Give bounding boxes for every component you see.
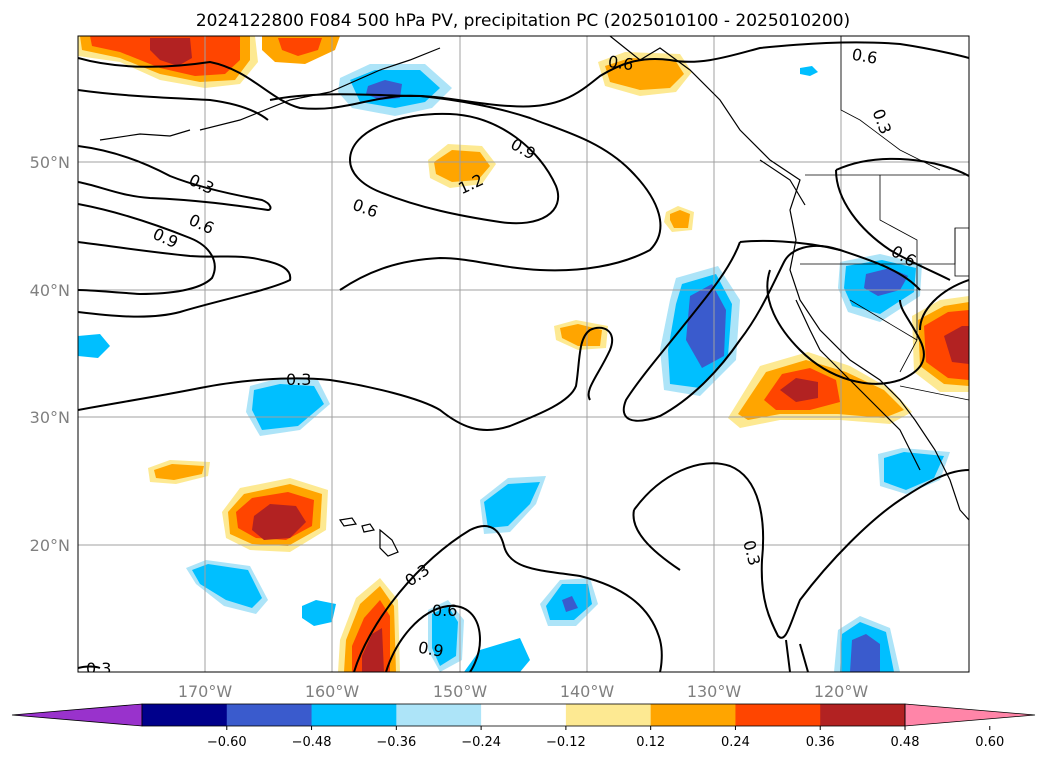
lat-label: 40°N bbox=[30, 281, 70, 300]
colorbar-tick-label: 0.48 bbox=[891, 735, 920, 750]
colorbar-tick-label: 0.60 bbox=[975, 735, 1004, 750]
map-panel: 0.6 0.6 0.3 0.9 1.2 0.3 0.6 0.6 0.9 0.6 … bbox=[77, 35, 970, 678]
precip-patch-mexico-negative-inner bbox=[884, 452, 944, 490]
colorbar-segments bbox=[11, 703, 1036, 727]
precip-patch-baja-positive bbox=[728, 352, 912, 428]
contour-label: 0.6 bbox=[607, 52, 635, 74]
contour-label: 0.3 bbox=[286, 370, 311, 389]
gridlines bbox=[78, 36, 969, 672]
colorbar-tick-label: −0.60 bbox=[207, 735, 247, 750]
lat-label: 50°N bbox=[30, 153, 70, 172]
map-frame bbox=[77, 35, 970, 673]
colorbar-extend-high bbox=[904, 703, 1036, 727]
precip-patch-hawaii-positive bbox=[222, 478, 328, 552]
lat-label: 30°N bbox=[30, 408, 70, 427]
precip-patch-southeast-negative-core bbox=[850, 634, 880, 672]
lon-label: 150°W bbox=[433, 682, 488, 701]
colorbar-frame bbox=[141, 703, 906, 727]
colorbar-tick-label: −0.24 bbox=[461, 735, 501, 750]
precip-patch-30n-negative-inner bbox=[252, 384, 324, 430]
precip-patch-south-negative-inner bbox=[432, 606, 458, 666]
colorbar-tick-label: −0.36 bbox=[376, 735, 416, 750]
precip-patch-northwest-positive bbox=[78, 36, 340, 88]
longitude-labels: 170°W 160°W 150°W 140°W 130°W 120°W bbox=[178, 682, 869, 701]
precip-patch-canada-negative bbox=[800, 66, 818, 76]
colorbar-segment bbox=[311, 704, 397, 726]
precip-patch-small-negative bbox=[302, 600, 336, 626]
colorbar-tick-label: 0.24 bbox=[721, 735, 750, 750]
lat-label: 20°N bbox=[30, 536, 70, 555]
colorbar-segment bbox=[650, 704, 736, 726]
colorbar-ticks: −0.60 −0.48 −0.36 −0.24 −0.12 0.12 0.24 0.36 0.4… bbox=[207, 726, 1004, 750]
precip-patch-25n-positive-inner bbox=[154, 464, 204, 480]
colorbar-tick-label: −0.48 bbox=[292, 735, 332, 750]
contour-label: 0.6 bbox=[432, 601, 457, 620]
precip-patch-south-negative-b bbox=[464, 638, 530, 672]
latitude-labels: 50°N 40°N 30°N 20°N bbox=[30, 153, 70, 555]
precip-patch-central-positive bbox=[428, 144, 496, 188]
precip-patch-15n-negative-core bbox=[562, 596, 578, 612]
lon-label: 140°W bbox=[560, 682, 615, 701]
lon-label: 160°W bbox=[305, 682, 360, 701]
precip-patch-southwest-negative-inner bbox=[192, 564, 262, 608]
colorbar-segment bbox=[565, 704, 652, 726]
lon-label: 130°W bbox=[687, 682, 742, 701]
map-title: 2024122800 F084 500 hPa PV, precipitatio… bbox=[196, 11, 850, 31]
contour-label: 0.6 bbox=[850, 45, 878, 68]
colorbar-tick-label: 0.12 bbox=[636, 735, 665, 750]
colorbar: −0.60 −0.48 −0.36 −0.24 −0.12 0.12 0.24 0.36 0.4… bbox=[11, 703, 1036, 750]
precip-patch-southwest-us-positive bbox=[912, 296, 969, 392]
colorbar-segment bbox=[820, 704, 906, 726]
precipitation-shading bbox=[78, 36, 969, 672]
lon-label: 170°W bbox=[178, 682, 233, 701]
lon-label: 120°W bbox=[814, 682, 869, 701]
contour-label: 0.3 bbox=[86, 659, 111, 678]
colorbar-tick-label: 0.36 bbox=[806, 735, 835, 750]
precip-patch-east-pacific-negative bbox=[660, 266, 740, 396]
precip-patch-20n-negative-inner bbox=[484, 482, 540, 528]
colorbar-segment bbox=[735, 704, 821, 726]
precip-patch-offshore-positive-inner bbox=[670, 210, 690, 228]
colorbar-segment bbox=[396, 704, 482, 726]
colorbar-segment bbox=[142, 704, 228, 726]
precip-patch-alaska-positive-inner bbox=[605, 58, 684, 90]
colorbar-tick-label: −0.12 bbox=[546, 735, 586, 750]
colorbar-segment bbox=[481, 704, 567, 726]
colorbar-segment bbox=[226, 704, 313, 726]
precip-patch-west-negative bbox=[78, 334, 110, 358]
pv-contours bbox=[78, 41, 969, 672]
colorbar-extend-low bbox=[11, 703, 143, 727]
contour-label: 0.9 bbox=[417, 638, 445, 661]
coastlines bbox=[99, 36, 969, 557]
